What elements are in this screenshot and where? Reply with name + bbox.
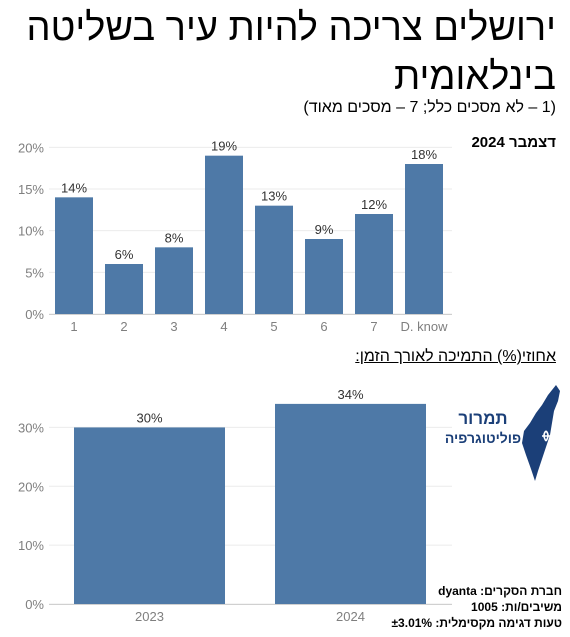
bar bbox=[205, 155, 243, 314]
bar bbox=[405, 164, 443, 314]
bar bbox=[355, 214, 393, 314]
y-tick-label: 15% bbox=[18, 182, 44, 197]
bar bbox=[255, 205, 293, 314]
y-tick-label: 0% bbox=[25, 307, 44, 322]
logo-text-line1: תמרור bbox=[458, 409, 508, 428]
bar-value-label: 6% bbox=[115, 247, 134, 262]
x-tick-label: 6 bbox=[320, 319, 327, 334]
bar bbox=[55, 197, 93, 314]
x-tick-label: 2023 bbox=[135, 609, 164, 624]
credits-respondents: משיבים/ות: 1005 bbox=[471, 600, 562, 614]
logo-text-line2: פוליטוגרפיה bbox=[444, 430, 522, 446]
bar-value-label: 13% bbox=[261, 189, 287, 204]
bar-value-label: 14% bbox=[61, 180, 87, 195]
credits-margin: טעות דגימה מקסימלית: ±3.01% bbox=[391, 616, 562, 630]
x-tick-label: 2 bbox=[120, 319, 127, 334]
bar-value-label: 9% bbox=[315, 222, 334, 237]
page-subtitle: (1 – לא מסכים כלל; 7 – מסכים מאוד) bbox=[303, 99, 556, 116]
bar bbox=[155, 247, 193, 314]
bar bbox=[105, 264, 143, 314]
y-tick-label: 20% bbox=[18, 140, 44, 155]
credits-company: חברת הסקרים: dyanta bbox=[438, 584, 562, 598]
x-tick-label: 7 bbox=[370, 319, 377, 334]
page-title: ירושלים צריכה להיות עיר בשליטה בינלאומית bbox=[26, 7, 556, 98]
y-tick-label: 5% bbox=[25, 265, 44, 280]
x-tick-label: 5 bbox=[270, 319, 277, 334]
y-tick-label: 10% bbox=[18, 538, 44, 553]
bar-value-label: 19% bbox=[211, 139, 237, 154]
bar-value-label: 34% bbox=[337, 387, 363, 402]
x-tick-label: 4 bbox=[220, 319, 227, 334]
bar bbox=[74, 427, 225, 604]
bar bbox=[305, 239, 343, 314]
bar-value-label: 30% bbox=[136, 410, 162, 425]
israel-map-icon bbox=[522, 385, 560, 481]
bar-value-label: 18% bbox=[411, 147, 437, 162]
y-tick-label: 10% bbox=[18, 224, 44, 239]
x-tick-label: D. know bbox=[401, 319, 449, 334]
x-tick-label: 3 bbox=[170, 319, 177, 334]
y-tick-label: 0% bbox=[25, 597, 44, 612]
chart2-title: אחוזי(%) התמיכה לאורך הזמן: bbox=[355, 348, 556, 365]
bar bbox=[275, 403, 426, 604]
x-tick-label: 2024 bbox=[336, 609, 365, 624]
chart1-date-label: דצמבר 2024 bbox=[471, 134, 556, 151]
y-tick-label: 30% bbox=[18, 420, 44, 435]
survey-credits: חברת הסקרים: dyanta משיבים/ות: 1005 טעות… bbox=[342, 583, 562, 631]
bar-value-label: 8% bbox=[165, 230, 184, 245]
y-tick-label: 20% bbox=[18, 479, 44, 494]
bar-value-label: 12% bbox=[361, 197, 387, 212]
x-tick-label: 1 bbox=[70, 319, 77, 334]
